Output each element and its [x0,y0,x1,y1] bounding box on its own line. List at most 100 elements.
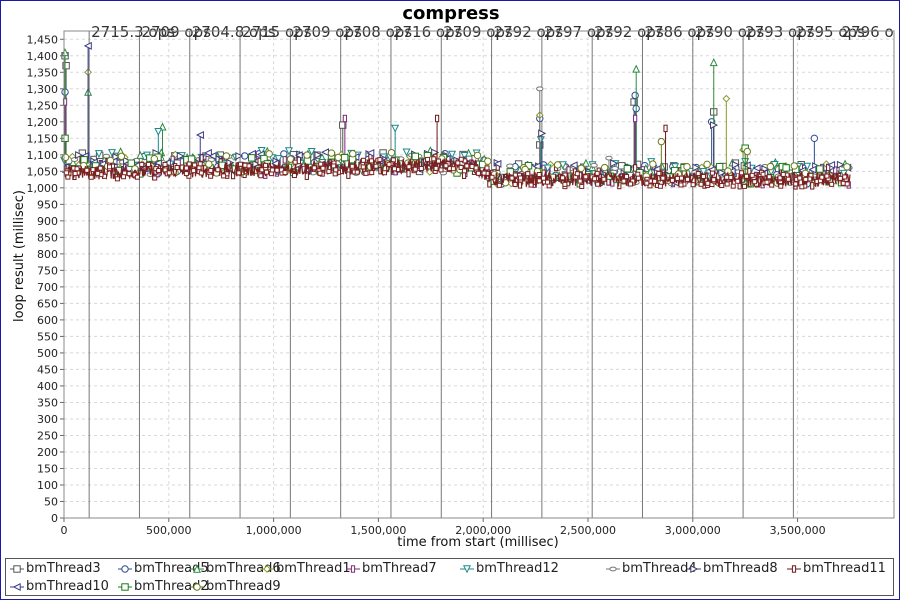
y-tick-label: 1,200 [27,116,59,129]
dense-band-marker [577,178,583,184]
dense-band-marker [425,156,431,162]
dense-band-marker [594,170,600,176]
dense-band-marker [146,161,152,167]
legend-marker-icon [118,583,132,591]
dense-band-marker [418,166,424,172]
dense-band-marker [360,164,366,170]
dense-band-marker [458,156,464,162]
dense-band-marker [373,163,379,169]
marker [83,41,92,50]
marker [816,165,824,173]
marker [265,150,273,158]
dense-band-marker [152,175,158,181]
marker [577,164,585,172]
marker [307,147,316,156]
dense-band-marker [242,162,248,168]
dense-band-marker [749,172,755,178]
y-tick-label: 950 [37,198,58,211]
marker [327,149,336,157]
dense-band-marker [741,183,747,189]
marker [663,124,668,133]
y-tick-label: 50 [44,495,58,508]
dense-band-marker [174,165,180,171]
marker [827,160,836,169]
dense-band-marker [579,183,585,189]
chart-title: compress [402,3,499,24]
marker [810,182,815,190]
ops-annotation: 2709 ops [141,23,211,41]
dense-band-marker [156,168,162,174]
dense-band-marker [139,161,145,167]
dense-band-marker [700,173,706,179]
marker [743,147,751,156]
dense-band-marker [114,176,120,182]
dense-band-marker [484,165,490,171]
marker-lines [88,31,794,518]
dense-band-marker [678,182,684,188]
dense-band-marker [208,167,214,173]
dense-band-marker [412,166,418,172]
legend-label: bmThread8 [703,561,778,576]
dense-band-marker [560,175,566,181]
dense-band-marker [317,170,323,176]
y-tick-label: 300 [37,413,58,426]
marker [391,124,400,133]
marker [538,129,547,138]
marker [303,151,311,159]
marker [121,583,129,591]
legend-label: bmThread12 [476,561,559,576]
ops-annotation: 2793 ops [745,23,815,41]
legend-marker-icon [118,565,132,573]
dense-band-marker [363,170,369,176]
marker [600,163,609,172]
marker [631,91,639,100]
marker [623,165,632,173]
marker [632,64,641,73]
y-tick-label: 100 [37,479,58,492]
dense-band-marker [282,170,288,176]
marker [810,134,819,143]
marker [208,151,217,161]
marker [699,167,708,177]
dense-band-marker [134,174,140,180]
y-tick-label: 850 [37,231,58,244]
legend-label: bmThread11 [803,561,886,576]
dense-band-marker [842,174,848,180]
dense-band-marker [824,173,830,179]
legend-label: bmThread1 [276,561,351,576]
marker [633,114,638,123]
marker [222,152,231,160]
marker [766,162,775,171]
y-tick-label: 1,000 [27,182,59,195]
marker [709,58,718,67]
marker [402,148,411,157]
y-tick-label: 650 [37,297,58,310]
dense-band-marker [635,171,641,177]
dense-band-marker [656,170,662,176]
dense-band-marker [354,169,360,175]
dense-band-marker [644,180,650,186]
dense-band-marker [780,171,786,177]
dense-band-marker [799,184,805,190]
marker [710,121,719,130]
dense-band-marker [162,167,168,173]
dense-band-marker [525,171,531,177]
dense-band-marker [369,170,375,176]
dense-band-marker [685,176,691,182]
legend-marker-icon [460,565,474,574]
dense-band-marker [752,179,758,185]
marker [715,163,724,171]
dense-band-marker [462,168,468,174]
dense-band-marker [320,165,326,171]
dense-band-marker [777,175,783,181]
dense-band-marker [562,181,568,187]
dense-band-marker [291,173,297,179]
marker [692,163,701,172]
dense-band-marker [183,171,189,177]
marker [350,565,356,573]
dense-band-marker [464,163,470,169]
y-tick-label: 350 [37,396,58,409]
marker [434,114,440,123]
dense-band-marker [475,170,481,176]
dense-band-marker [695,171,701,177]
